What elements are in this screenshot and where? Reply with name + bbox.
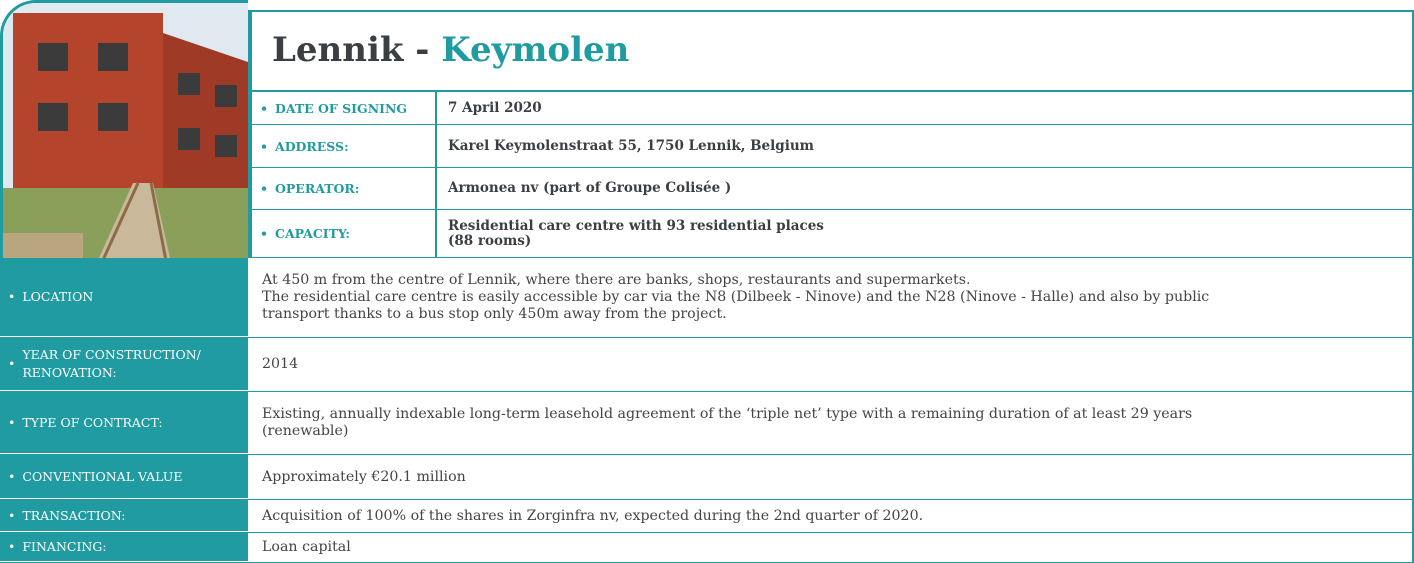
separator <box>435 168 437 209</box>
top-label: ADDRESS: <box>260 125 440 167</box>
label-lines: TRANSACTION: <box>22 507 125 525</box>
detail-row: TRANSACTION: Acquisition of 100% of the s… <box>0 500 1414 533</box>
detail-label: CONVENTIONAL VALUE <box>0 455 248 499</box>
label-line: TYPE OF CONTRACT: <box>22 414 163 430</box>
top-value: 7 April 2020 <box>448 92 542 124</box>
value-line: At 450 m from the centre of Lennik, wher… <box>262 272 971 288</box>
detail-value: At 450 m from the centre of Lennik, wher… <box>262 258 1209 337</box>
label-line: RENOVATION: <box>22 365 117 380</box>
border <box>1412 533 1414 562</box>
value-line: 7 April 2020 <box>448 99 542 116</box>
value-line: transport thanks to a bus stop only 450m… <box>262 306 727 322</box>
value-line: Approximately €20.1 million <box>262 468 466 485</box>
top-row: ADDRESS: Karel Keymolenstraat 55, 1750 Le… <box>248 125 1414 168</box>
detail-value: Approximately €20.1 million <box>262 455 466 499</box>
detail-row: LOCATION At 450 m from the centre of Lenn… <box>0 258 1414 338</box>
top-label: OPERATOR: <box>260 168 440 209</box>
detail-row: CONVENTIONAL VALUE Approximately €20.1 mi… <box>0 455 1414 500</box>
label-line: CONVENTIONAL VALUE <box>22 468 183 484</box>
value-line: Armonea nv (part of Groupe Colisée ) <box>448 180 732 196</box>
top-value: Armonea nv (part of Groupe Colisée ) <box>448 168 731 209</box>
border <box>1412 258 1414 337</box>
detail-value: 2014 <box>262 338 298 391</box>
value-line: Acquisition of 100% of the shares in Zor… <box>262 507 924 524</box>
separator <box>435 92 437 124</box>
label-lines: CONVENTIONAL VALUE <box>22 468 182 486</box>
detail-label: LOCATION <box>0 258 248 337</box>
label-line: FINANCING: <box>22 539 107 554</box>
value-line: Karel Keymolenstraat 55, 1750 Lennik, Be… <box>448 137 814 154</box>
border <box>1412 455 1414 499</box>
border <box>1412 338 1414 391</box>
value-line: Residential care centre with 93 resident… <box>448 217 824 234</box>
detail-value: Existing, annually indexable long-term l… <box>262 392 1192 454</box>
detail-row: TYPE OF CONTRACT: Existing, annually inde… <box>0 392 1414 455</box>
label-line: YEAR OF CONSTRUCTION/ <box>22 347 201 362</box>
label-lines: FINANCING: <box>22 538 106 556</box>
value-line: The residential care centre is easily ac… <box>262 289 1210 305</box>
label-lines: TYPE OF CONTRACT: <box>22 414 162 432</box>
value-line: 2014 <box>262 356 299 372</box>
top-label: DATE OF SIGNING <box>260 92 440 124</box>
separator <box>435 125 437 167</box>
detail-row: FINANCING: Loan capital <box>0 533 1414 563</box>
separator <box>435 210 437 257</box>
detail-label: FINANCING: <box>0 533 248 562</box>
label-line: TRANSACTION: <box>22 507 126 523</box>
top-row: DATE OF SIGNING 7 April 2020 <box>248 92 1414 125</box>
top-label: CAPACITY: <box>260 210 440 257</box>
title-place: Lennik - <box>272 30 442 70</box>
detail-row: YEAR OF CONSTRUCTION/RENOVATION: 2014 <box>0 338 1414 392</box>
value-line: (88 rooms) <box>448 232 532 249</box>
value-line: (renewable) <box>262 423 349 439</box>
label-lines: YEAR OF CONSTRUCTION/RENOVATION: <box>22 346 201 382</box>
top-row: CAPACITY: Residential care centre with 93… <box>248 210 1414 258</box>
title-name: Keymolen <box>441 30 630 70</box>
building-photo <box>0 0 248 268</box>
border <box>1412 392 1414 454</box>
label-lines: LOCATION <box>22 288 93 306</box>
photo-illustration <box>3 3 248 265</box>
top-value: Karel Keymolenstraat 55, 1750 Lennik, Be… <box>448 125 814 167</box>
detail-label: YEAR OF CONSTRUCTION/RENOVATION: <box>0 338 248 391</box>
value-line: Loan capital <box>262 539 351 555</box>
top-row: OPERATOR: Armonea nv (part of Groupe Coli… <box>248 168 1414 210</box>
border <box>1412 500 1414 532</box>
label-line: LOCATION <box>22 289 94 304</box>
title-box: Lennik - Keymolen <box>248 10 1414 92</box>
detail-value: Acquisition of 100% of the shares in Zor… <box>262 500 923 532</box>
top-value: Residential care centre with 93 resident… <box>448 210 824 257</box>
detail-label: TRANSACTION: <box>0 500 248 532</box>
detail-label: TYPE OF CONTRACT: <box>0 392 248 454</box>
value-line: Existing, annually indexable long-term l… <box>262 406 1193 422</box>
title: Lennik - Keymolen <box>272 30 629 70</box>
detail-value: Loan capital <box>262 533 351 562</box>
